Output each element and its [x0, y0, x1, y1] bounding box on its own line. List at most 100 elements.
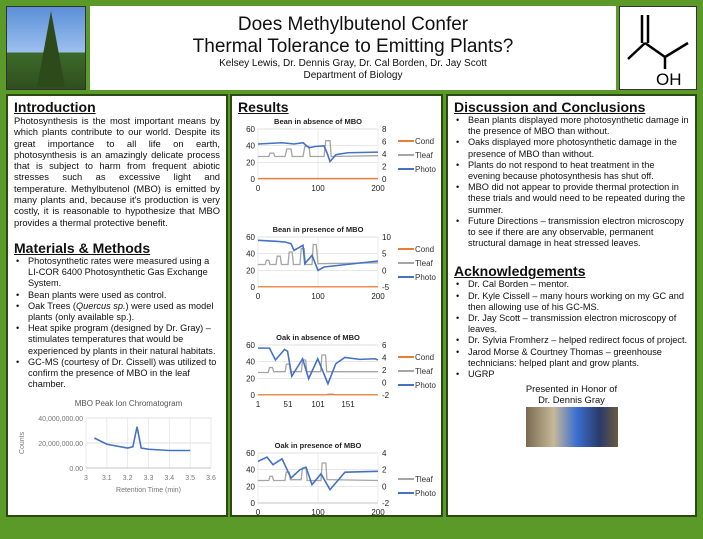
y2-tick-label: 0 — [382, 175, 387, 184]
list-item: Photosynthetic rates were measured using… — [14, 256, 220, 290]
y2-tick-label: 5 — [382, 250, 387, 259]
x-tick-label: 3.1 — [102, 475, 112, 482]
honor-note: Presented in Honor of Dr. Dennis Gray — [454, 383, 689, 405]
list-item: UGRP — [454, 369, 689, 380]
legend-label: Cond — [415, 353, 434, 362]
right-panel: Discussion and Conclusions Bean plants d… — [446, 94, 697, 517]
chart-title: Bean in absence of MBO — [274, 117, 362, 126]
chart-title: Oak in absence of MBO — [276, 333, 360, 342]
y-tick-label: 60 — [246, 449, 255, 458]
y-tick-label: 0 — [251, 499, 256, 508]
legend-label: Tleaf — [415, 151, 434, 160]
x-tick-label: 3.2 — [123, 475, 133, 482]
x-tick-label: 1 — [256, 400, 261, 409]
intro-heading: Introduction — [14, 99, 96, 115]
intro-text: Photosynthesis is the most important mea… — [14, 115, 220, 228]
y2-tick-label: 6 — [382, 341, 387, 350]
y-tick-label: 40 — [246, 142, 255, 151]
x-tick-label: 151 — [341, 400, 355, 409]
y-tick-label: 60 — [246, 125, 255, 134]
honor-name: Dr. Dennis Gray — [538, 394, 605, 406]
series-line-photo — [257, 141, 379, 164]
x-tick-label: 101 — [311, 400, 325, 409]
methods-heading: Materials & Methods — [14, 239, 151, 256]
legend-label: Tleaf — [415, 475, 434, 484]
y2-tick-label: 4 — [382, 449, 387, 458]
y2-tick-label: -5 — [382, 283, 390, 292]
list-item: MBO did not appear to provide thermal pr… — [454, 182, 689, 216]
y-tick-label: 40 — [246, 250, 255, 259]
y2-tick-label: 0 — [382, 266, 387, 275]
list-item: Heat spike program (designed by Dr. Gray… — [14, 323, 220, 357]
y-tick-label: 40 — [246, 358, 255, 367]
discussion-heading: Discussion and Conclusions — [454, 99, 646, 115]
legend-label: Photo — [415, 489, 436, 498]
series-line-tleaf — [258, 462, 379, 482]
y-tick-label: 20 — [246, 158, 255, 167]
y-tick-label: 0 — [251, 175, 256, 184]
x-tick-label: 100 — [311, 508, 325, 517]
x-tick-label: 3.6 — [206, 475, 216, 482]
y2-tick-label: 4 — [382, 354, 387, 363]
y-tick-label: 20,000,000.00 — [38, 441, 83, 448]
list-item: Dr. Kyle Cissell – many hours working on… — [454, 291, 689, 313]
y2-tick-label: 6 — [382, 138, 387, 147]
series-line-photo — [258, 347, 379, 386]
y-tick-label: 20 — [246, 374, 255, 383]
list-item: Oak Trees (Quercus sp.) were used as mod… — [14, 301, 220, 323]
legend-label: Cond — [415, 137, 434, 146]
legend-label: Photo — [415, 165, 436, 174]
x-tick-label: 200 — [371, 184, 385, 193]
x-tick-label: 0 — [256, 184, 261, 193]
y-tick-label: 60 — [246, 341, 255, 350]
legend-label: Tleaf — [415, 367, 434, 376]
y-tick-label: 0.00 — [69, 466, 83, 473]
mbo-molecule-structure: OH — [619, 6, 697, 90]
legend-label: Photo — [415, 273, 436, 282]
y2-tick-label: 0 — [382, 379, 387, 388]
y2-tick-label: 4 — [382, 150, 387, 159]
x-tick-label: 51 — [284, 400, 293, 409]
series-line-photo — [257, 456, 379, 492]
series-line-mbo — [93, 426, 191, 452]
y-axis-label: Counts — [19, 432, 26, 455]
legend-label: Tleaf — [415, 259, 434, 268]
y2-tick-label: 2 — [382, 163, 387, 172]
series-line-tleaf — [258, 140, 379, 158]
x-tick-label: 200 — [371, 292, 385, 301]
y-tick-label: 40 — [246, 466, 255, 475]
y-tick-label: 20 — [246, 482, 255, 491]
x-tick-label: 3.5 — [185, 475, 195, 482]
y2-tick-label: -2 — [382, 499, 390, 508]
x-tick-label: 0 — [256, 292, 261, 301]
chart-title: Bean in presence of MBO — [273, 225, 364, 234]
list-item: Bean plants were used as control. — [14, 290, 220, 301]
y2-tick-label: -2 — [382, 391, 390, 400]
department: Department of Biology — [303, 70, 403, 81]
list-item: Future Directions – transmission electro… — [454, 216, 689, 250]
y2-tick-label: 0 — [382, 482, 387, 491]
methods-list: Photosynthetic rates were measured using… — [14, 256, 220, 390]
x-tick-label: 100 — [311, 184, 325, 193]
list-item: Dr. Sylvia Fromherz – helped redirect fo… — [454, 335, 689, 346]
y-tick-label: 0 — [251, 391, 256, 400]
series-line-tleaf — [258, 354, 378, 374]
y2-tick-label: 8 — [382, 125, 387, 134]
acknowledgements-list: Dr. Cal Borden – mentor. Dr. Kyle Cissel… — [454, 279, 689, 380]
chromatogram-chart: MBO Peak Ion Chromatogram 0.00 20,000,000.… — [19, 399, 216, 494]
results-heading: Results — [238, 99, 289, 115]
list-item: Jarod Morse & Courtney Thomas – greenhou… — [454, 347, 689, 369]
poster-title: Does Methylbutenol Confer Thermal Tolera… — [192, 14, 514, 57]
y2-tick-label: 10 — [382, 233, 391, 242]
y-tick-label: 60 — [246, 233, 255, 242]
legend-label: Cond — [415, 245, 434, 254]
list-item: Dr. Cal Borden – mentor. — [454, 279, 689, 290]
list-item: Bean plants displayed more photosyntheti… — [454, 115, 689, 137]
x-axis-label: Retention Time (min) — [116, 487, 181, 494]
x-tick-label: 3.3 — [144, 475, 154, 482]
y2-tick-label: 2 — [382, 366, 387, 375]
list-item: GC-MS (courtesy of Dr. Cissell) was util… — [14, 357, 220, 391]
